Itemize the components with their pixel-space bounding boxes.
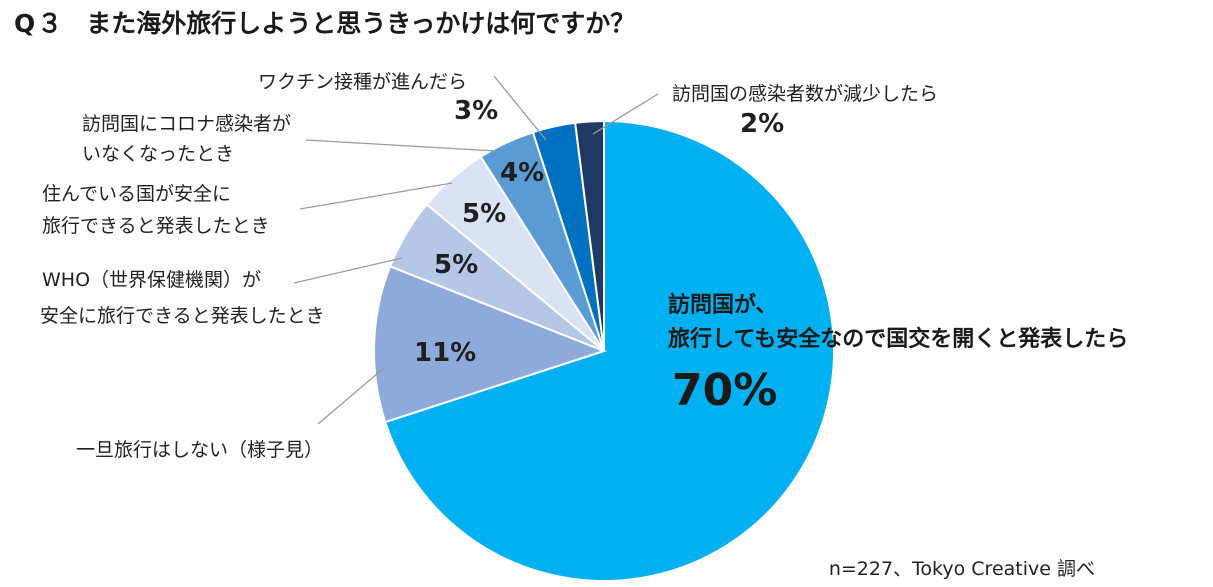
slice-labels: 訪問国が、旅行しても安全なので国交を開くと発表したら 70% 一旦旅行はしない（様子… (40, 71, 1128, 461)
slice-label-7-line-1: 訪問国の感染者数が減少したら (672, 83, 938, 105)
slice-percent-2: 11% (414, 338, 476, 368)
pie-slices (373, 119, 836, 582)
slice-label-6-line-1: ワクチン接種が進んだら (258, 71, 467, 93)
leader-line-7 (592, 93, 659, 135)
slice-label-1-line-1: 訪問国が、 (668, 292, 778, 318)
leader-line-2 (317, 367, 385, 425)
slice-percent-6: 3% (454, 96, 498, 126)
slice-label-2-line-1: 一旦旅行はしない（様子見） (76, 439, 323, 461)
slice-label-3-line-1: WHO（世界保健機関）が (42, 269, 261, 291)
pie-slice-2 (373, 265, 607, 424)
slice-percent-3: 5% (434, 250, 478, 280)
slice-percent-5: 4% (500, 158, 544, 188)
pie-slice-1 (383, 119, 836, 582)
slice-label-1-line-2: 旅行しても安全なので国交を開くと発表したら (668, 326, 1128, 352)
slice-percent-7: 2% (740, 109, 784, 139)
question-number: Q３ (14, 9, 65, 38)
slice-label-5-line-2: いなくなったとき (82, 143, 234, 165)
slice-label-4-line-2: 旅行できると発表したとき (42, 215, 270, 237)
leader-line-4 (299, 182, 453, 210)
question-title: Q３ また海外旅行しようと思うきっかけは何ですか？ (14, 4, 635, 40)
leader-line-3 (293, 257, 403, 284)
leader-lines (293, 75, 659, 425)
slice-label-4-line-1: 住んでいる国が安全に (42, 183, 231, 205)
slice-percent-4: 5% (462, 199, 506, 229)
slice-label-3-line-2: 安全に旅行できると発表したとき (40, 305, 325, 327)
slice-percent-1: 70% (672, 365, 777, 416)
leader-line-5 (305, 139, 497, 152)
sample-note: n=227、Tokyo Creative 調べ (828, 558, 1095, 580)
pie-slice-7 (574, 119, 605, 352)
slice-label-5-line-1: 訪問国にコロナ感染者が (82, 113, 291, 135)
leader-line-6 (493, 75, 547, 141)
question-text: また海外旅行しようと思うきっかけは何ですか？ (86, 9, 636, 38)
